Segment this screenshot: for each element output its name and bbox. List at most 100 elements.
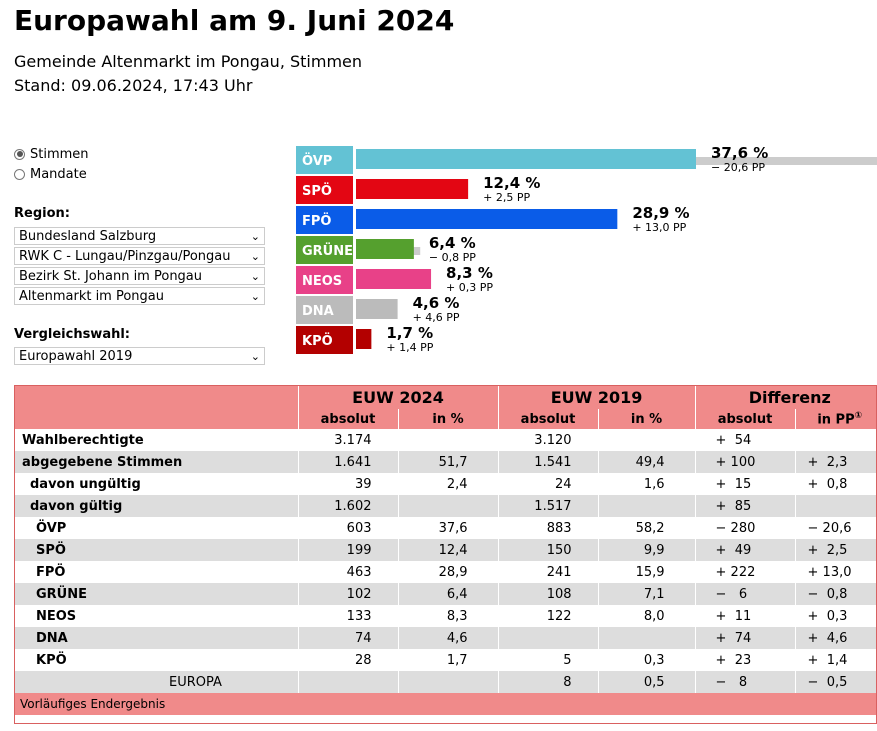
bar-2024 [356, 209, 618, 229]
table-cell: 133 [297, 605, 398, 627]
bar-value-label: 6,4 % [429, 234, 476, 252]
chevron-down-icon: ⌄ [250, 349, 260, 363]
select-vergleichswahl[interactable]: Europawahl 2019 ⌄ [14, 347, 265, 365]
table-cell: 102 [297, 583, 398, 605]
compare-label: Vergleichswahl: [14, 327, 131, 342]
table-cell: − 280 [694, 517, 796, 539]
compare-selector: Vergleichswahl: Europawahl 2019 ⌄ [14, 327, 265, 365]
table-cell: + 222 [694, 561, 796, 583]
table-row: KPÖ 28 1,7 5 0,3 + 23 + 1,4 [14, 649, 877, 671]
table-row: FPÖ 463 28,9 241 15,9 + 222 + 13,0 [14, 561, 877, 583]
party-label-box [296, 326, 353, 354]
select-value: Bezirk St. Johann im Pongau [19, 268, 203, 284]
party-label-box [296, 296, 353, 324]
table-cell: 1,6 [597, 473, 696, 495]
radio-label: Mandate [30, 166, 87, 182]
radio-label: Stimmen [30, 146, 89, 162]
party-label-box [296, 206, 353, 234]
table-cell: − 8 [694, 671, 796, 693]
select-rwk[interactable]: RWK C - Lungau/Pinzgau/Pongau ⌄ [14, 247, 265, 265]
footer-note: Vorläufiges Endergebnis [14, 693, 877, 715]
bar-diff-label: + 1,4 PP [386, 341, 433, 354]
radio-mandate[interactable]: Mandate [14, 164, 89, 184]
table-cell: 28,9 [397, 561, 499, 583]
table-cell: 28 [297, 649, 398, 671]
table-cell [497, 627, 599, 649]
row-label: NEOS [36, 608, 77, 624]
row-label: DNA [14, 627, 298, 649]
table-cell: 199 [297, 539, 398, 561]
group-header-euw2024: EUW 2024 [297, 385, 499, 409]
bar-2024 [356, 239, 414, 259]
table-cell [397, 429, 499, 451]
table-cell: 3.174 [297, 429, 398, 451]
col-header: absolut [497, 409, 599, 429]
group-header-euw2019: EUW 2019 [497, 385, 696, 409]
table-cell: 15,9 [597, 561, 696, 583]
row-label: SPÖ [14, 539, 298, 561]
bar-diff-label: + 0,3 PP [446, 281, 493, 294]
chevron-down-icon: ⌄ [250, 249, 260, 263]
table-cell: 603 [297, 517, 398, 539]
row-label: Wahlberechtigte [22, 432, 144, 448]
table-cell: − 0,8 [794, 583, 877, 605]
bar-diff-label: − 20,6 PP [711, 161, 765, 174]
party-label: FPÖ [302, 213, 331, 229]
party-label: KPÖ [302, 333, 333, 349]
table-row: davon gültig 1.602 1.517 + 85 [14, 495, 877, 517]
timestamp: Stand: 09.06.2024, 17:43 Uhr [14, 76, 253, 95]
party-label: GRÜNE [302, 243, 353, 259]
table-cell: 8 [497, 671, 599, 693]
table-cell: + 100 [694, 451, 796, 473]
table-cell: 8,0 [597, 605, 696, 627]
table-cell: 2,4 [397, 473, 499, 495]
party-label: SPÖ [302, 183, 332, 199]
table-cell: + 2,3 [794, 451, 877, 473]
table-cell: + 54 [694, 429, 796, 451]
col-header-text: in PP [817, 412, 855, 428]
row-label: GRÜNE [14, 583, 298, 605]
bar-diff-label: − 0,8 PP [429, 251, 476, 264]
table-cell: + 2,5 [794, 539, 877, 561]
table-cell: − 0,5 [794, 671, 877, 693]
table-cell: 108 [497, 583, 599, 605]
table-cell: + 0,8 [794, 473, 877, 495]
table-cell: 24 [497, 473, 599, 495]
page-title: Europawahl am 9. Juni 2024 [14, 4, 455, 37]
select-gemeinde[interactable]: Altenmarkt im Pongau ⌄ [14, 287, 265, 305]
select-bezirk[interactable]: Bezirk St. Johann im Pongau ⌄ [14, 267, 265, 285]
party-label: ÖVP [302, 153, 332, 169]
table-cell: 49,4 [597, 451, 696, 473]
table-row: SPÖ 199 12,4 150 9,9 + 49 + 2,5 [14, 539, 877, 561]
row-label: abgegebene Stimmen [14, 451, 298, 473]
table-cell [597, 495, 696, 517]
row-label: davon gültig [14, 495, 298, 517]
table-row: abgegebene Stimmen 1.641 51,7 1.541 49,4 + 10… [14, 451, 877, 473]
bar-value-label: 28,9 % [632, 204, 689, 222]
table-cell: 1.517 [497, 495, 599, 517]
table-cell: 37,6 [397, 517, 499, 539]
table-cell: 9,9 [597, 539, 696, 561]
radio-stimmen[interactable]: Stimmen [14, 144, 89, 164]
col-header: absolut [694, 409, 796, 429]
table-cell: + 74 [694, 627, 796, 649]
bar-value-label: 8,3 % [446, 264, 493, 282]
header-blank [14, 385, 298, 409]
table-cell: 3.120 [497, 429, 599, 451]
table-row: NEOS 133 8,3 122 8,0 + 11 + 0,3 [14, 605, 877, 627]
bar-value-label: 1,7 % [386, 324, 433, 342]
table-cell: 4,6 [397, 627, 499, 649]
table-row: ÖVP 603 37,6 883 58,2− 280− 20,6 [14, 517, 877, 539]
table-cell: 5 [497, 649, 599, 671]
table-cell: 883 [497, 517, 599, 539]
table-cell: + 4,6 [794, 627, 877, 649]
table-cell [297, 671, 398, 693]
table-cell [794, 429, 877, 451]
bar-diff-label: + 2,5 PP [483, 191, 530, 204]
table-row: DNA 74 4,6 + 74 + 4,6 [14, 627, 877, 649]
bar-value-label: 37,6 % [711, 144, 768, 162]
table-cell: + 1,4 [794, 649, 877, 671]
results-table: EUW 2024 EUW 2019 Differenz absolut in %… [14, 385, 877, 715]
select-bundesland[interactable]: Bundesland Salzburg ⌄ [14, 227, 265, 245]
party-label-box [296, 236, 353, 264]
